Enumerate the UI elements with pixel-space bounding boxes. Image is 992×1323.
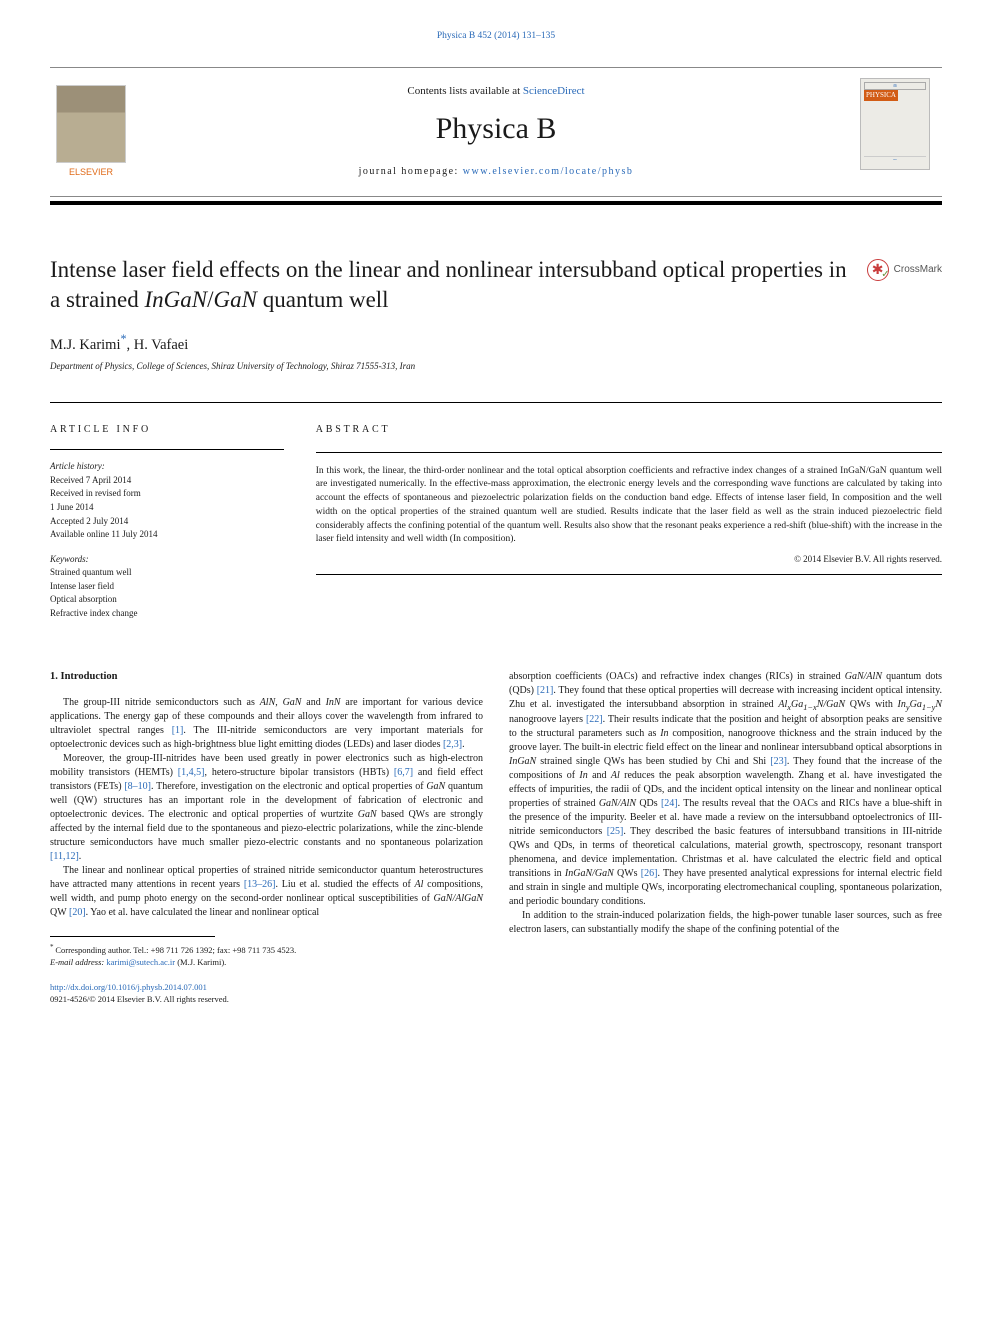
author-1[interactable]: M.J. Karimi [50,336,120,352]
ref-20[interactable]: [20] [69,907,86,918]
abstract-text: In this work, the linear, the third-orde… [316,465,942,548]
journal-name: Physica B [50,109,942,150]
section-1-heading: 1. Introduction [50,670,483,685]
ref-1-4-5[interactable]: [1,4,5] [178,767,205,778]
title-row: Intense laser field effects on the linea… [50,255,942,315]
abstract-copyright: © 2014 Elsevier B.V. All rights reserved… [316,553,942,566]
ref-25[interactable]: [25] [607,826,624,837]
crossmark-button[interactable]: ✱ CrossMark [867,259,942,281]
journal-cover-thumbnail[interactable]: ⊞ PHYSICA ～ [860,78,942,178]
keyword-2: Intense laser field [50,580,284,593]
footnote-line-1: * Corresponding author. Tel.: +98 711 72… [50,943,483,956]
cover-bottom-bar: ～ [864,156,926,166]
top-citation[interactable]: Physica B 452 (2014) 131–135 [50,30,942,43]
sciencedirect-link[interactable]: ScienceDirect [523,85,585,97]
contents-prefix: Contents lists available at [407,85,522,97]
ref-13-26[interactable]: [13–26] [244,879,276,890]
cover-physica-bar: PHYSICA [864,90,898,101]
ref-23[interactable]: [23] [770,756,787,767]
doi-block: http://dx.doi.org/10.1016/j.physb.2014.0… [50,982,483,1005]
abstract-subrule [316,452,942,453]
abstract-bottom-rule [316,574,942,575]
keywords-block: Keywords: Strained quantum well Intense … [50,553,284,620]
authors-line: M.J. Karimi*, H. Vafaei [50,331,942,355]
paragraph-2: Moreover, the group-III-nitrides have be… [50,752,483,864]
history-heading: Article history: [50,460,284,473]
ref-11-12[interactable]: [11,12] [50,851,79,862]
abstract-panel: ABSTRACT In this work, the linear, the t… [300,403,942,644]
info-abstract-block: ARTICLE INFO Article history: Received 7… [50,402,942,644]
paper-title: Intense laser field effects on the linea… [50,255,847,315]
ref-8-10[interactable]: [8–10] [124,781,151,792]
author-2[interactable]: H. Vafaei [134,336,189,352]
info-subrule [50,449,284,450]
footnote-block: * Corresponding author. Tel.: +98 711 72… [50,943,483,968]
doi-link[interactable]: http://dx.doi.org/10.1016/j.physb.2014.0… [50,982,207,992]
homepage-link[interactable]: www.elsevier.com/locate/physb [463,166,634,177]
keyword-1: Strained quantum well [50,566,284,579]
elsevier-logo[interactable]: ELSEVIER [50,78,132,178]
history-accepted: Accepted 2 July 2014 [50,515,284,528]
title-italic-1: InGaN [145,287,208,312]
paragraph-3: The linear and nonlinear optical propert… [50,864,483,920]
author-separator: , [127,336,134,352]
ref-1[interactable]: [1] [172,725,184,736]
ref-22[interactable]: [22] [586,714,603,725]
elsevier-label: ELSEVIER [69,166,113,178]
history-received: Received 7 April 2014 [50,474,284,487]
ref-21[interactable]: [21] [537,685,554,696]
cover-top-bar: ⊞ [864,82,926,90]
crossmark-label: CrossMark [894,263,942,277]
paragraph-4: absorption coefficients (OACs) and refra… [509,670,942,910]
footnote-line-2: E-mail address: karimi@sutech.ac.ir (M.J… [50,957,483,968]
journal-header: ELSEVIER ⊞ PHYSICA ～ Contents lists avai… [50,67,942,197]
ref-6-7[interactable]: [6,7] [394,767,413,778]
body-columns: 1. Introduction The group-III nitride se… [50,670,942,1005]
history-online: Available online 11 July 2014 [50,528,284,541]
keywords-heading: Keywords: [50,553,284,566]
title-text-2: quantum well [257,287,389,312]
affiliation: Department of Physics, College of Scienc… [50,360,942,372]
footnote-divider [50,936,215,937]
abstract-heading: ABSTRACT [316,423,942,438]
crossmark-icon: ✱ [867,259,889,281]
ref-26[interactable]: [26] [641,868,658,879]
email-link[interactable]: karimi@sutech.ac.ir [106,957,175,967]
ref-24[interactable]: [24] [661,798,678,809]
top-citation-text: Physica B 452 (2014) 131–135 [437,31,555,41]
article-info-heading: ARTICLE INFO [50,423,284,437]
journal-cover-icon: ⊞ PHYSICA ～ [860,78,930,170]
paragraph-1: The group-III nitride semiconductors suc… [50,696,483,752]
history-block: Article history: Received 7 April 2014 R… [50,460,284,541]
contents-available-line: Contents lists available at ScienceDirec… [50,84,942,99]
homepage-line: journal homepage: www.elsevier.com/locat… [50,165,942,179]
keyword-4: Refractive index change [50,607,284,620]
elsevier-tree-icon [56,85,126,163]
history-revised-2: 1 June 2014 [50,501,284,514]
paragraph-5: In addition to the strain-induced polari… [509,909,942,937]
header-rule [50,201,942,205]
ref-2-3[interactable]: [2,3] [443,739,462,750]
issn-line: 0921-4526/© 2014 Elsevier B.V. All right… [50,994,483,1005]
article-info-panel: ARTICLE INFO Article history: Received 7… [50,403,300,644]
keyword-3: Optical absorption [50,593,284,606]
history-revised-1: Received in revised form [50,487,284,500]
homepage-prefix: journal homepage: [359,166,463,177]
title-italic-2: GaN [214,287,257,312]
